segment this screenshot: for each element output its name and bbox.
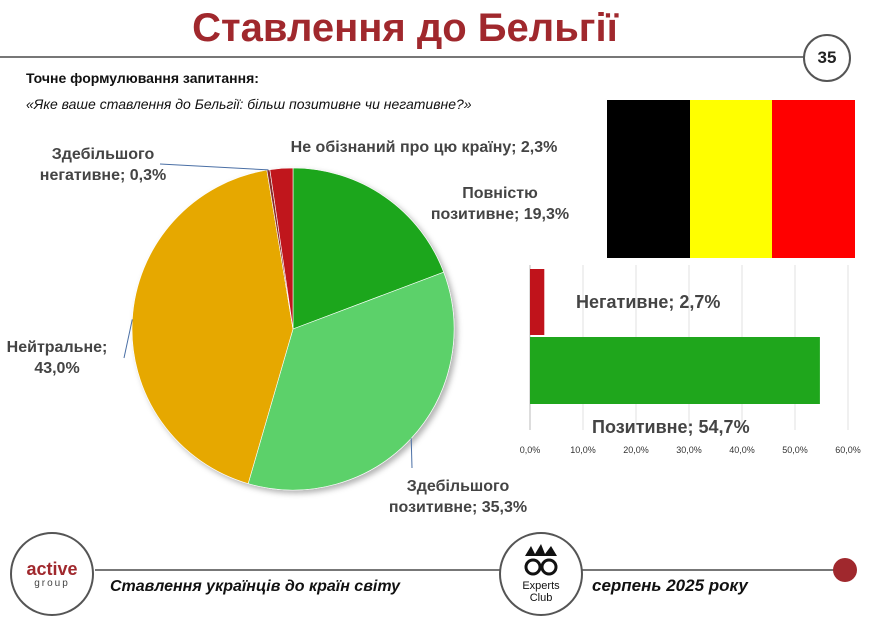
bar-tick-label: 30,0%	[676, 445, 702, 455]
pie-slice-label: Здебільшого позитивне; 35,3%	[389, 478, 527, 516]
bar-tick-label: 50,0%	[782, 445, 808, 455]
pie-chart	[131, 167, 455, 491]
bar-tick-label: 40,0%	[729, 445, 755, 455]
flag-stripe-yellow	[689, 100, 773, 258]
bar-positive	[530, 337, 820, 404]
pie-leader-lines	[123, 163, 413, 469]
pie-slice-label: Нейтральне; 43,0%	[7, 339, 108, 377]
bar-chart	[530, 269, 820, 404]
active-group-logo: active group	[10, 532, 94, 616]
pie-slice	[247, 271, 455, 491]
footer-dot	[833, 558, 857, 582]
question-label: Точне формулювання запитання:	[26, 70, 259, 86]
page-title: Ставлення до Бельгії	[192, 6, 618, 50]
footer-left-text: Ставлення українців до країн світу	[110, 578, 401, 595]
bar-tick-label: 0,0%	[520, 445, 541, 455]
title-divider	[0, 56, 805, 58]
flag-stripe-red	[772, 100, 856, 258]
pie-labels: Повністю позитивне; 19,3% Здебільшого позит…	[7, 139, 569, 516]
bar-negative	[530, 269, 545, 335]
pie-leader-line	[410, 438, 413, 469]
pie-slice-label: Здебільшого негативне; 0,3%	[40, 146, 166, 184]
bar-tick-label: 60,0%	[835, 445, 861, 455]
glasses-icon	[524, 544, 558, 576]
bar-tick-label: 10,0%	[570, 445, 596, 455]
pie-slice	[292, 167, 445, 330]
pie-leader-line	[123, 319, 133, 359]
footer-right-text: серпень 2025 року	[592, 576, 748, 595]
bar-tick-labels: 0,0% 10,0% 20,0% 30,0% 40,0% 50,0% 60,0%	[520, 445, 861, 455]
footer-divider	[95, 569, 837, 571]
pie-slice-label: Не обізнаний про цю країну; 2,3%	[291, 139, 558, 156]
pie-slice-label: Повністю позитивне; 19,3%	[431, 185, 569, 223]
bar-data-labels: Негативне; 2,7% Позитивне; 54,7%	[576, 292, 750, 437]
page-number-badge: 35	[803, 34, 851, 82]
experts-club-logo: Experts Club	[499, 532, 583, 616]
pie-slice	[269, 167, 294, 330]
pie-leader-line	[159, 163, 269, 171]
bar-tick-label: 20,0%	[623, 445, 649, 455]
bar-data-label: Негативне; 2,7%	[576, 292, 720, 312]
flag-stripe-black	[607, 100, 690, 258]
bar-data-label: Позитивне; 54,7%	[592, 417, 750, 437]
belgium-flag	[607, 100, 856, 258]
question-text: «Яке ваше ставлення до Бельгії: більш по…	[26, 96, 472, 112]
